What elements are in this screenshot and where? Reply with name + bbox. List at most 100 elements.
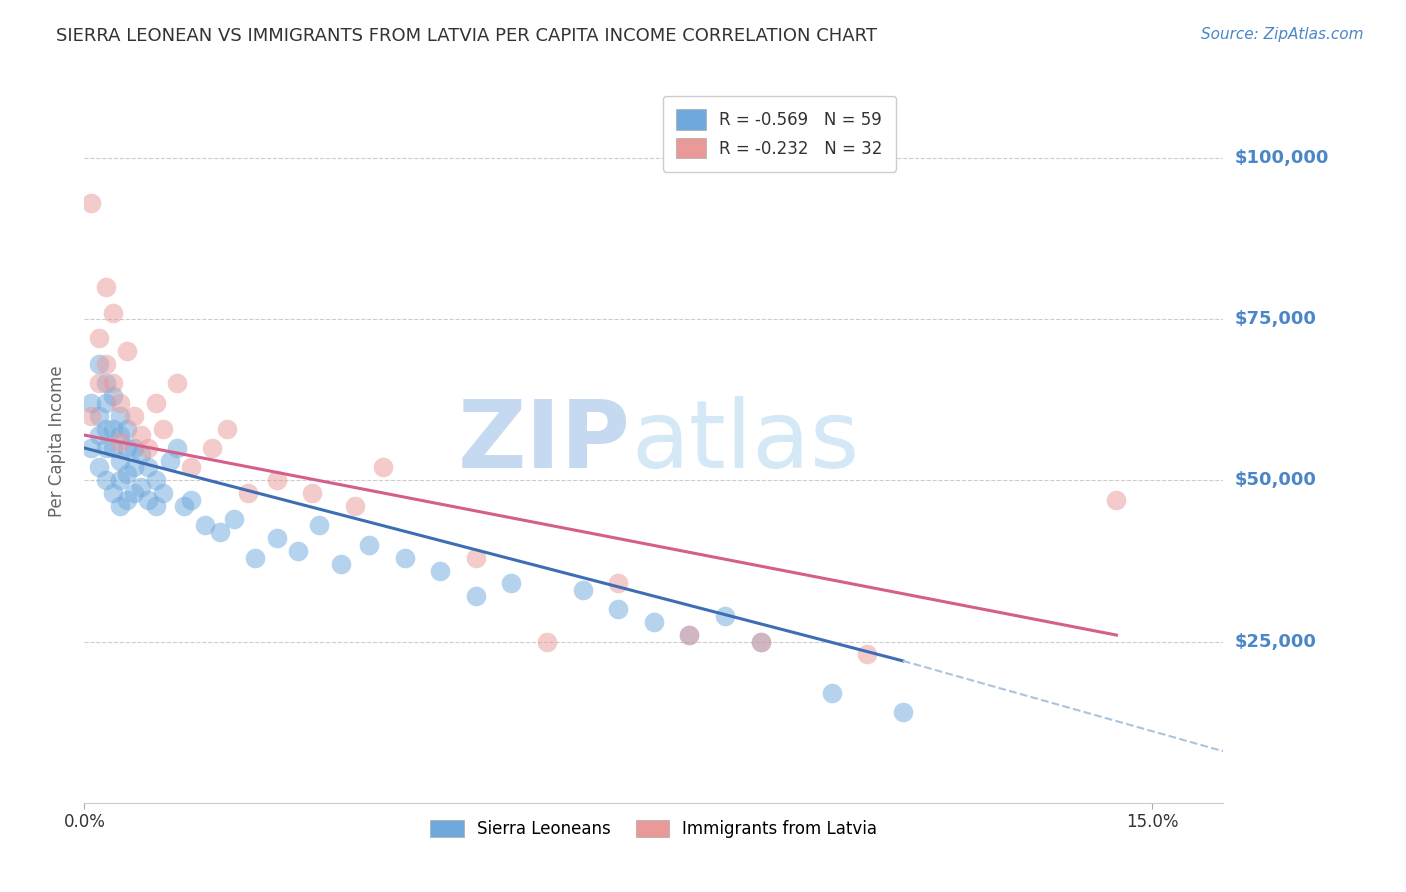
Point [115,467,138,481]
Point [115,492,138,507]
Point [180,460,202,475]
Point [108,454,131,468]
Point [115,422,138,436]
Point [94,376,117,391]
Point [122,460,145,475]
Point [308,518,330,533]
Point [80,409,103,423]
Point [87,376,110,391]
Point [1105,492,1128,507]
Point [373,460,395,475]
Point [94,396,117,410]
Point [678,628,700,642]
Point [152,422,174,436]
Point [80,195,103,210]
Point [266,473,288,487]
Point [122,409,145,423]
Point [87,357,110,371]
Point [607,602,630,616]
Point [108,409,131,423]
Point [108,499,131,513]
Point [194,518,217,533]
Point [152,486,174,500]
Point [394,550,416,565]
Point [108,434,131,449]
Point [87,428,110,442]
Point [101,422,124,436]
Point [749,634,772,648]
Point [94,473,117,487]
Point [115,441,138,455]
Point [122,441,145,455]
Point [607,576,630,591]
Point [101,376,124,391]
Text: $100,000: $100,000 [1234,149,1329,167]
Point [359,538,381,552]
Point [131,428,153,442]
Point [571,582,593,597]
Point [329,557,352,571]
Text: SIERRA LEONEAN VS IMMIGRANTS FROM LATVIA PER CAPITA INCOME CORRELATION CHART: SIERRA LEONEAN VS IMMIGRANTS FROM LATVIA… [56,27,877,45]
Point [131,447,153,461]
Point [131,480,153,494]
Point [166,441,188,455]
Point [891,706,914,720]
Point [94,357,117,371]
Point [145,396,167,410]
Point [266,531,288,545]
Point [94,441,117,455]
Point [108,428,131,442]
Point [138,441,160,455]
Point [108,396,131,410]
Point [643,615,665,630]
Point [166,376,188,391]
Point [236,486,259,500]
Point [821,686,844,700]
Point [678,628,700,642]
Point [108,473,131,487]
Point [343,499,366,513]
Point [138,460,160,475]
Point [856,648,879,662]
Text: ZIP: ZIP [458,395,631,488]
Text: Source: ZipAtlas.com: Source: ZipAtlas.com [1201,27,1364,42]
Y-axis label: Per Capita Income: Per Capita Income [48,366,66,517]
Point [245,550,267,565]
Point [287,544,309,558]
Point [80,396,103,410]
Text: atlas: atlas [631,395,859,488]
Point [115,344,138,359]
Point [301,486,323,500]
Point [501,576,523,591]
Point [94,422,117,436]
Point [87,331,110,345]
Point [180,492,202,507]
Point [714,608,737,623]
Text: $25,000: $25,000 [1234,632,1316,650]
Point [138,492,160,507]
Point [159,454,181,468]
Point [429,564,451,578]
Point [87,460,110,475]
Point [173,499,195,513]
Point [101,486,124,500]
Point [101,389,124,403]
Point [215,422,238,436]
Point [208,524,231,539]
Point [94,279,117,293]
Text: $50,000: $50,000 [1234,471,1316,489]
Point [87,409,110,423]
Point [122,486,145,500]
Point [749,634,772,648]
Legend: Sierra Leoneans, Immigrants from Latvia: Sierra Leoneans, Immigrants from Latvia [423,814,884,845]
Text: $75,000: $75,000 [1234,310,1316,328]
Point [201,441,224,455]
Point [145,499,167,513]
Point [464,590,486,604]
Point [536,634,558,648]
Point [145,473,167,487]
Point [80,441,103,455]
Point [464,550,486,565]
Point [101,441,124,455]
Point [101,305,124,319]
